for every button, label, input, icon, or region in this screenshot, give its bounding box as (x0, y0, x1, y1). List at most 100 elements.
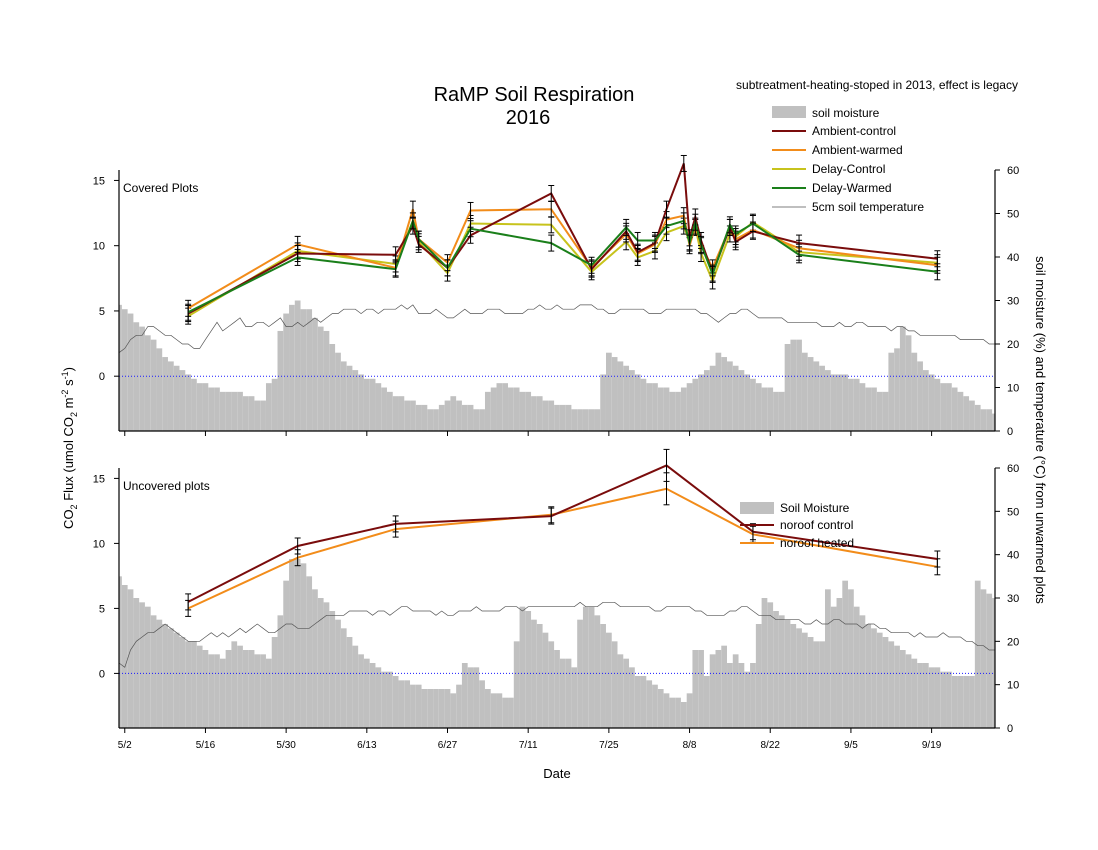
moisture-bar (312, 589, 318, 728)
moisture-bar (928, 374, 935, 431)
moisture-bar (536, 396, 543, 431)
moisture-bar (225, 650, 232, 728)
moisture-bar (369, 663, 376, 728)
legend-label-ambient-warmed: Ambient-warmed (812, 143, 903, 157)
moisture-bar (139, 602, 145, 728)
moisture-bar (675, 697, 681, 728)
moisture-bar (271, 378, 278, 431)
moisture-bar (899, 650, 906, 728)
moisture-bar (807, 637, 814, 728)
moisture-bar (969, 400, 975, 431)
moisture-bar (807, 357, 814, 431)
moisture-bar (680, 387, 687, 431)
moisture-bar (917, 361, 923, 431)
moisture-bar (300, 563, 307, 728)
moisture-bar (168, 628, 174, 728)
moisture-bar (853, 378, 860, 431)
panel-label: Covered Plots (123, 181, 198, 195)
moisture-bar (363, 658, 370, 728)
moisture-bar (461, 404, 468, 431)
moisture-bar (721, 357, 727, 431)
moisture-bar (606, 352, 612, 431)
moisture-bar (277, 330, 284, 431)
panel-label: Uncovered plots (123, 479, 210, 493)
y-tick-label-left: 10 (93, 241, 105, 253)
moisture-bar (156, 619, 163, 728)
moisture-bar (957, 391, 964, 431)
moisture-bar (219, 658, 226, 728)
moisture-bar (732, 654, 739, 728)
moisture-bar (306, 576, 313, 728)
moisture-bar (865, 624, 872, 728)
moisture-bar (363, 378, 370, 431)
legend-swatch-soil-moisture-2 (740, 502, 774, 514)
moisture-bar (173, 365, 180, 431)
moisture-bar (208, 387, 215, 431)
moisture-bar (819, 641, 825, 728)
moisture-bar (882, 391, 889, 431)
moisture-bar (922, 370, 929, 431)
moisture-bar (986, 409, 993, 431)
y-tick-label-left: 10 (93, 538, 105, 550)
moisture-bar (162, 357, 168, 431)
moisture-bar (133, 322, 140, 431)
moisture-bar (283, 313, 289, 431)
moisture-bar (398, 680, 405, 728)
moisture-bar (744, 671, 751, 728)
moisture-bar (894, 645, 900, 728)
moisture-bar (801, 632, 808, 728)
uncovered-plots-panel: 0 5 10 15 0 10 20 30 40 50 60 5/2 5/16 5/30 6/13 6/27 7/… (93, 448, 1019, 751)
moisture-bar (542, 632, 549, 728)
moisture-bar (237, 645, 243, 728)
moisture-bar (669, 697, 676, 728)
moisture-bar (513, 387, 520, 431)
moisture-bar (508, 697, 514, 728)
legend-label-delay-control: Delay-Control (812, 162, 885, 176)
moisture-bar (127, 313, 134, 431)
moisture-bar (611, 641, 618, 728)
moisture-bar (438, 404, 445, 431)
moisture-bar (444, 400, 451, 431)
moisture-bar (577, 409, 583, 431)
moisture-bar (202, 650, 209, 728)
moisture-bar (196, 383, 203, 431)
moisture-bar (853, 606, 860, 728)
moisture-bar (219, 391, 226, 431)
moisture-bar (738, 370, 745, 431)
y-tick-label-right: 20 (1007, 339, 1019, 351)
moisture-bar (582, 409, 589, 431)
moisture-bar (329, 611, 336, 728)
moisture-bar (490, 693, 497, 728)
moisture-bar (871, 387, 877, 431)
moisture-bar (214, 387, 220, 431)
x-tick-label: 8/22 (761, 740, 781, 751)
y-tick-label-right: 50 (1007, 506, 1019, 518)
y-tick-label-right: 0 (1007, 426, 1013, 438)
moisture-bar (421, 404, 428, 431)
moisture-bar (588, 606, 595, 728)
moisture-bar (825, 589, 831, 728)
moisture-bar (156, 348, 163, 431)
moisture-bar (813, 641, 820, 728)
moisture-bar (963, 396, 970, 431)
moisture-bar (992, 598, 995, 728)
temperature-line (118, 601, 995, 668)
moisture-bar (905, 654, 912, 728)
moisture-bar (265, 658, 272, 728)
moisture-bar (559, 404, 566, 431)
moisture-bar (882, 637, 889, 728)
moisture-bar (848, 589, 854, 728)
moisture-bar (778, 615, 785, 728)
moisture-bar (352, 645, 359, 728)
moisture-bar (340, 361, 347, 431)
moisture-bar (876, 391, 883, 431)
moisture-bar (306, 309, 313, 431)
moisture-bar (404, 680, 411, 728)
x-tick-label: 8/8 (683, 740, 697, 751)
y-axis-label-right: soil moisture (%) and temperature (°C) f… (1033, 256, 1048, 604)
moisture-bar (732, 365, 739, 431)
moisture-bar (577, 619, 583, 728)
moisture-bar (629, 370, 635, 431)
moisture-bar (894, 348, 900, 431)
moisture-bar (398, 396, 405, 431)
